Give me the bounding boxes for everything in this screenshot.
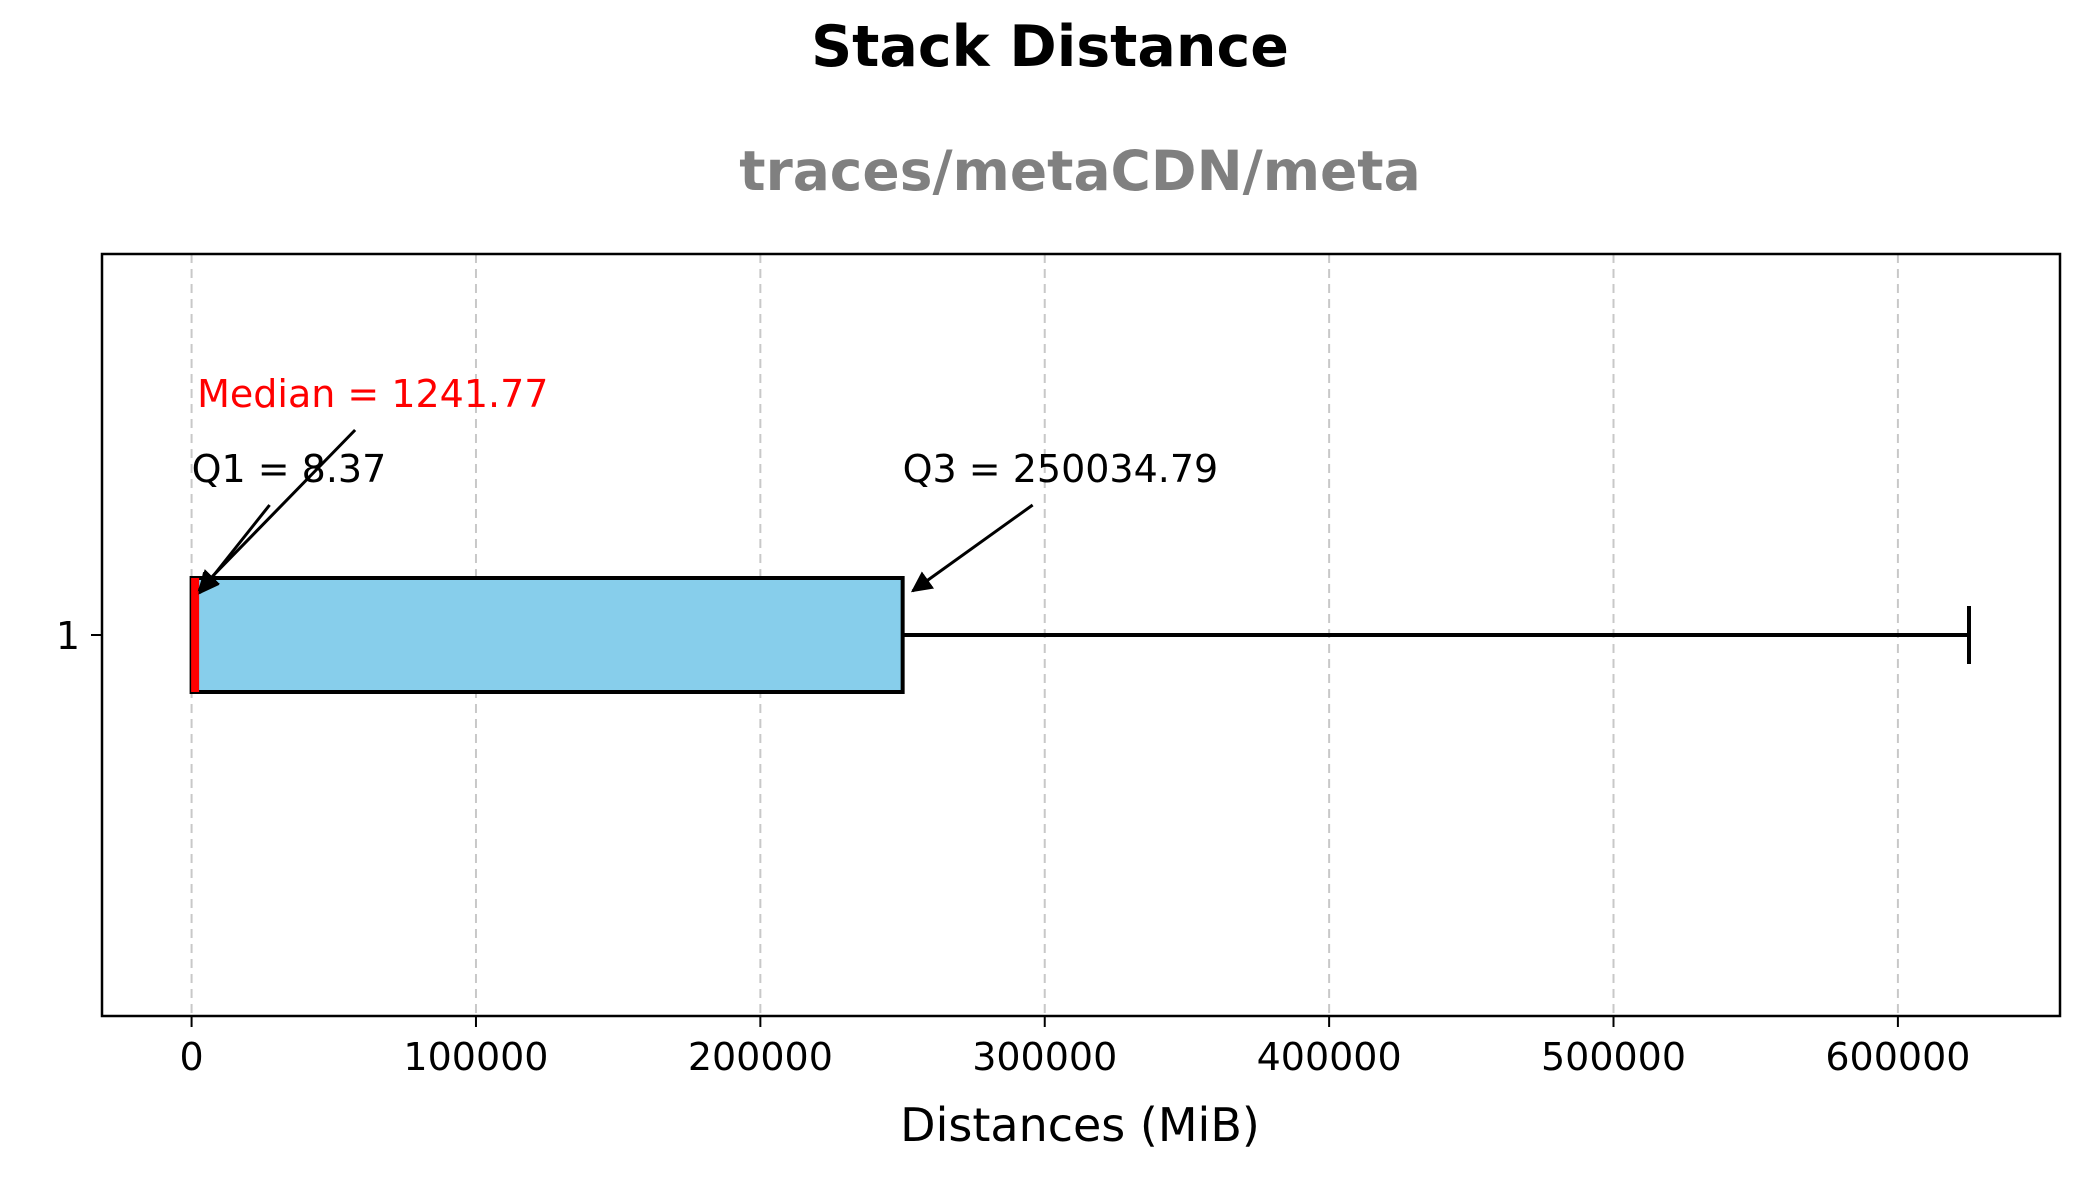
annotations: Q1 = 8.37 Median = 1241.77 Q3 = 250034.79 bbox=[192, 372, 1219, 595]
x-tick-label: 300000 bbox=[972, 1035, 1117, 1079]
x-tick-label: 400000 bbox=[1257, 1035, 1402, 1079]
box-layer bbox=[189, 576, 1971, 694]
median-arrow bbox=[197, 428, 357, 592]
median-annotation: Median = 1241.77 bbox=[197, 372, 548, 416]
x-tick-label: 200000 bbox=[688, 1035, 833, 1079]
x-tick-label: 0 bbox=[179, 1035, 203, 1079]
chart-title: Stack Distance bbox=[811, 14, 1289, 80]
iqr-box bbox=[189, 576, 905, 694]
x-tick-label: 600000 bbox=[1825, 1035, 1970, 1079]
x-tick-label: 100000 bbox=[403, 1035, 548, 1079]
x-tick-label: 500000 bbox=[1541, 1035, 1686, 1079]
q1-annotation: Q1 = 8.37 bbox=[192, 447, 387, 491]
q3-arrow bbox=[910, 503, 1034, 593]
x-axis-label: Distances (MiB) bbox=[900, 1098, 1260, 1152]
y-axis-ticks: 1 bbox=[56, 614, 102, 658]
y-tick-label: 1 bbox=[56, 614, 80, 658]
x-axis-ticks: 0 100000 200000 300000 400000 500000 600000 bbox=[179, 1016, 1970, 1079]
chart-subtitle: traces/metaCDN/meta bbox=[739, 139, 1420, 203]
q3-annotation: Q3 = 250034.79 bbox=[903, 447, 1219, 491]
